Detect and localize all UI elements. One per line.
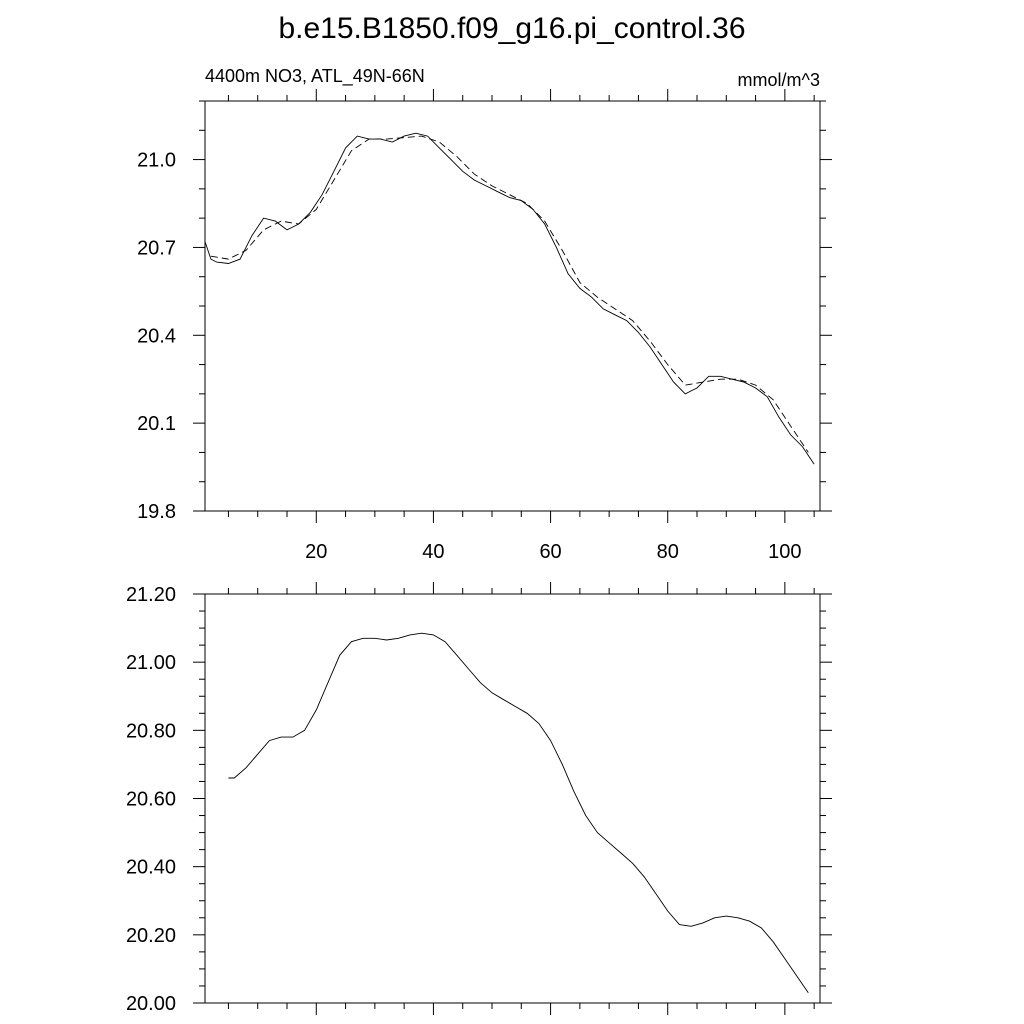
figure-title: b.e15.B1850.f09_g16.pi_control.36 [278,12,745,45]
bottom-panel: 20.00 20.20 20.40 20.60 20.80 21.00 21.20 [126,582,832,1015]
top-ticks [193,89,832,523]
top-tick-labels: 20 40 60 80 100 19.8 20.1 20.4 20.7 21.0 [137,150,801,563]
top-panel: 4400m NO3, ATL_49N-66N mmol/m^3 20 40 60 80… [137,66,832,563]
y-tick-label: 20.80 [126,720,176,742]
y-tick-label: 20.4 [137,325,176,347]
top-left-label: 4400m NO3, ATL_49N-66N [205,66,425,87]
x-tick-label: 40 [422,541,444,563]
y-tick-label: 20.60 [126,789,176,811]
bottom-series [228,632,809,994]
y-tick-label: 20.20 [126,925,176,947]
top-right-label: mmol/m^3 [738,70,820,90]
top-plot-frame [204,100,821,512]
y-tick-label: 21.00 [126,652,176,674]
y-tick-label: 20.00 [126,993,176,1015]
series-line-solid [204,132,815,465]
y-tick-label: 20.1 [137,413,176,435]
x-tick-label: 20 [305,541,327,563]
y-tick-label: 21.20 [126,584,176,606]
series-line-dashed [210,135,809,453]
x-tick-label: 80 [657,541,679,563]
y-tick-label: 20.7 [137,237,176,259]
y-tick-label: 19.8 [137,501,176,523]
bottom-ticks [193,582,832,1015]
y-tick-label: 20.40 [126,857,176,879]
bottom-tick-labels: 20.00 20.20 20.40 20.60 20.80 21.00 21.20 [126,584,176,1015]
x-tick-label: 60 [539,541,561,563]
top-series [204,132,815,465]
y-tick-label: 21.0 [137,150,176,172]
bottom-plot-frame [204,593,821,1004]
series-line-solid [228,632,809,994]
x-tick-label: 100 [768,541,801,563]
